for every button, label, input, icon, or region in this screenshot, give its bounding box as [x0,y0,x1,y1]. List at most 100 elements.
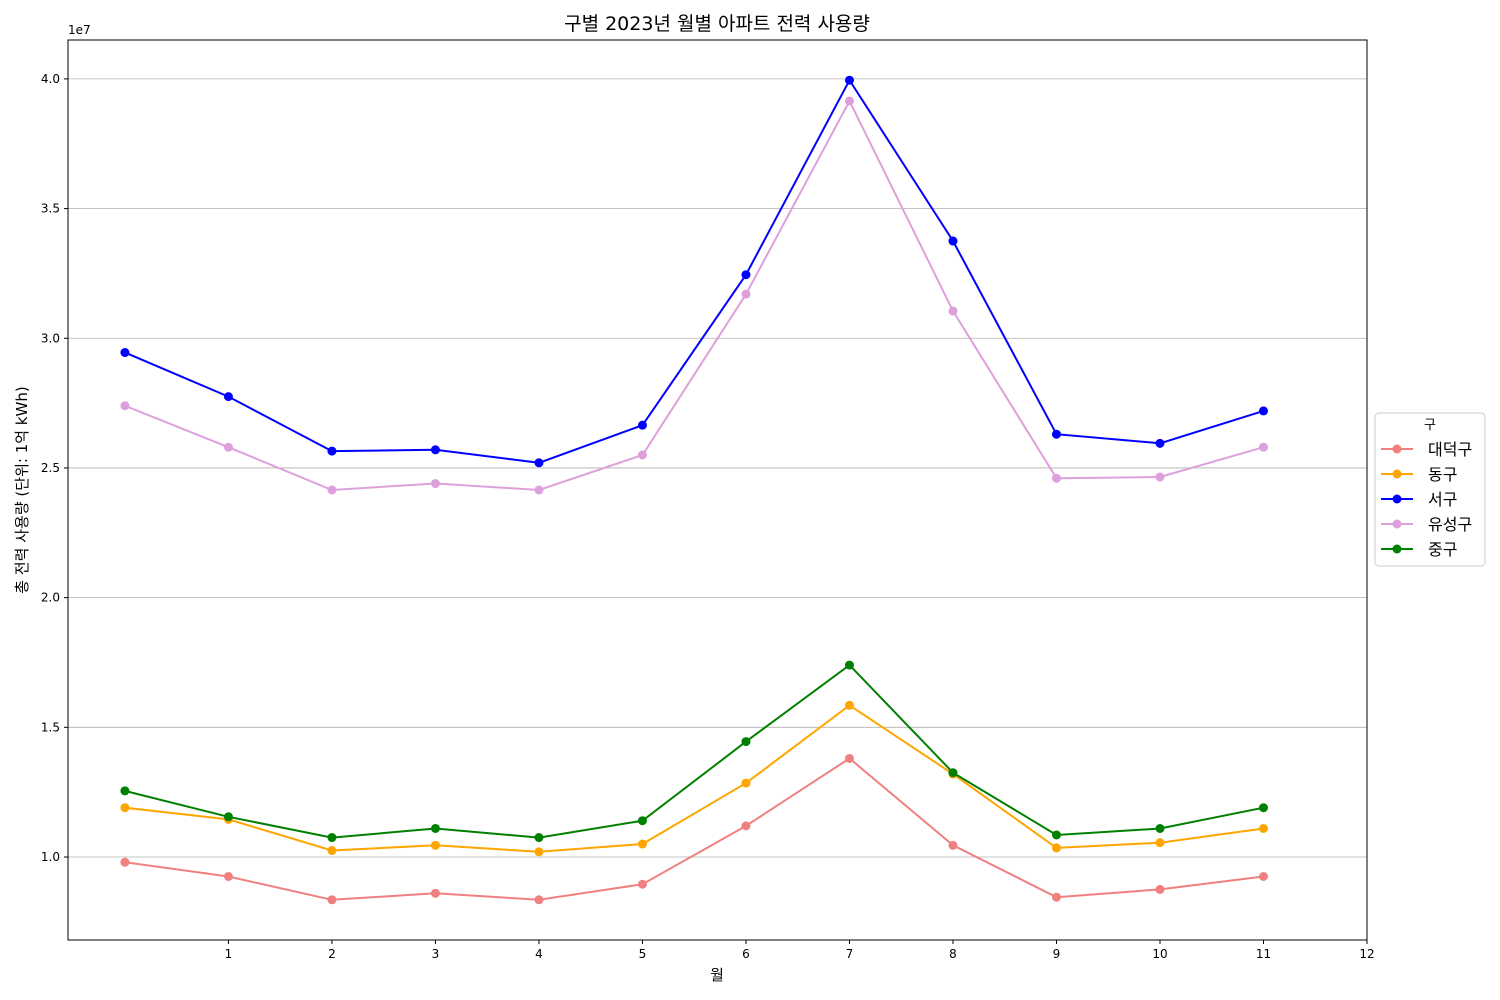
series-서구 [120,75,1268,468]
y-tick-label: 3.5 [41,202,60,216]
data-point [1258,406,1268,416]
y-tick-label: 2.5 [41,461,60,475]
data-point [948,768,958,778]
legend-item: 서구 [1381,490,1457,509]
data-point [637,839,647,849]
data-point [1258,442,1268,452]
data-point [637,816,647,826]
data-point [430,888,440,898]
data-point [741,778,751,788]
data-point [1155,472,1165,482]
data-point [223,871,233,881]
series-line [124,78,1264,464]
data-point [430,840,440,850]
data-point [534,485,544,495]
data-point [1258,803,1268,813]
data-point [948,840,958,850]
data-point [637,450,647,460]
legend-marker [1392,494,1402,504]
legend-marker [1392,519,1402,529]
y-axis-label: 총 전력 사용량 (단위: 1억 kWh) [13,386,31,593]
data-point [327,833,337,843]
x-tick-label: 4 [535,947,543,961]
data-point [1051,892,1061,902]
series-line [124,757,1264,901]
x-tick-label: 12 [1359,947,1374,961]
data-point [741,270,751,280]
data-point [1155,823,1165,833]
legend-label: 대덕구 [1428,440,1472,459]
x-tick-label: 2 [328,947,336,961]
chart-title: 구별 2023년 월별 아파트 전력 사용량 [564,13,870,35]
data-point [327,446,337,456]
legend-item: 동구 [1381,465,1457,484]
data-point [534,833,544,843]
series-line [124,98,1264,492]
data-point [741,821,751,831]
data-point [637,420,647,430]
legend-item: 유성구 [1381,515,1472,534]
data-point [1155,884,1165,894]
legend-marker [1392,469,1402,479]
data-point [534,847,544,857]
x-tick-label: 11 [1256,947,1271,961]
series-line [124,663,1264,839]
legend-label: 동구 [1428,465,1457,484]
data-point [844,700,854,710]
data-point [223,392,233,402]
series-line [124,704,1264,853]
data-point [1051,843,1061,853]
y-tick-label: 2.0 [41,591,60,605]
data-point [327,485,337,495]
x-tick-label: 3 [432,947,440,961]
data-point [741,737,751,747]
data-point [1155,838,1165,848]
data-point [534,458,544,468]
data-point [1051,429,1061,439]
x-tick-label: 6 [742,947,750,961]
plot-frame [67,39,1368,941]
data-point [430,823,440,833]
data-point [1155,438,1165,448]
x-tick-label: 8 [949,947,957,961]
y-tick-label: 4.0 [41,72,60,86]
data-point [327,895,337,905]
x-axis-label: 월 [710,966,724,984]
data-point [948,306,958,316]
series-동구 [120,700,1268,857]
data-point [844,96,854,106]
data-point [120,857,130,867]
x-tick-label: 5 [639,947,647,961]
data-point [120,786,130,796]
data-point [430,479,440,489]
data-point [741,289,751,299]
data-point [534,895,544,905]
series-대덕구 [120,753,1268,905]
data-point [430,445,440,455]
data-point [1051,830,1061,840]
legend-box [1374,412,1486,567]
data-point [120,803,130,813]
data-point [120,348,130,358]
data-point [1258,823,1268,833]
data-point [948,236,958,246]
legend-label: 서구 [1428,490,1457,509]
legend-item: 중구 [1381,540,1457,559]
y-tick-label: 3.0 [41,331,60,345]
legend-label: 유성구 [1428,515,1472,534]
x-tick-label: 7 [846,947,854,961]
grid-lines [68,78,1367,858]
legend-label: 중구 [1428,540,1457,559]
data-point [637,879,647,889]
data-point [844,753,854,763]
data-point [1258,871,1268,881]
series-유성구 [120,96,1268,495]
y-offset-label: 1e7 [68,23,91,37]
data-point [223,812,233,822]
y-axis: 1.0 1.5 2.0 2.5 3.0 3.5 4.0 [41,72,68,864]
x-tick-label: 9 [1053,947,1061,961]
data-point [223,442,233,452]
legend-marker [1392,444,1402,454]
